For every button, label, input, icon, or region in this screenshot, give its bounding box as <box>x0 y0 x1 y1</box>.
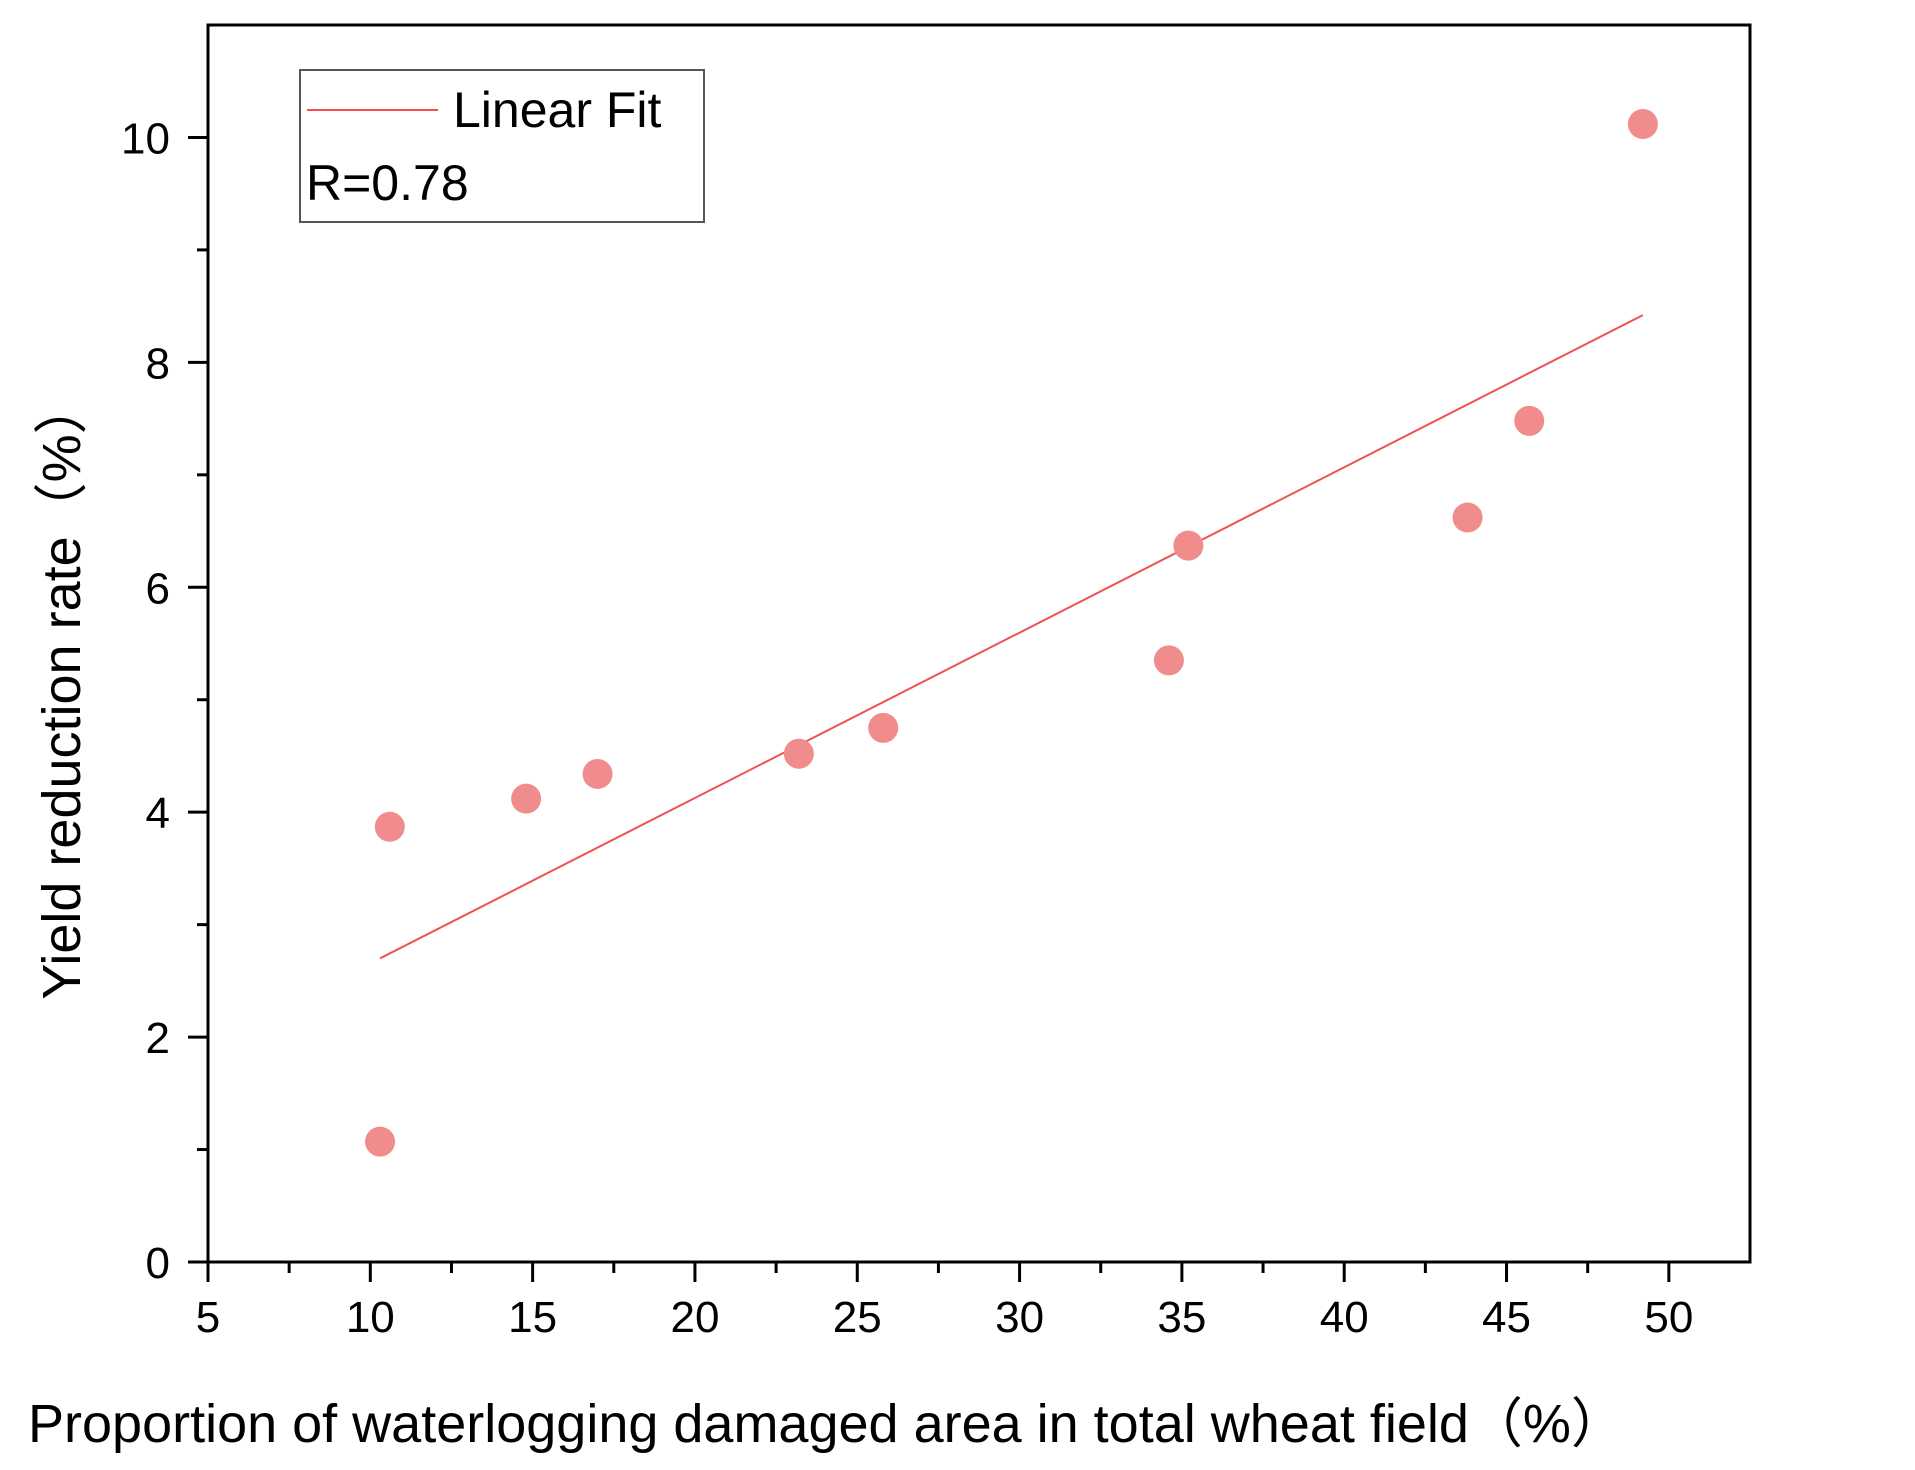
y-tick-label: 2 <box>146 1014 170 1063</box>
x-tick-label: 25 <box>833 1293 882 1342</box>
data-point <box>868 712 899 743</box>
data-point <box>1452 502 1483 533</box>
data-point <box>1627 108 1658 139</box>
data-point <box>783 738 814 769</box>
data-point <box>365 1126 396 1157</box>
x-axis-title: Proportion of waterlogging damaged area … <box>28 1394 1625 1454</box>
data-point <box>1173 530 1204 561</box>
y-axis-title: Yield reduction rate（%） <box>32 380 92 999</box>
legend-annotation-r: R=0.78 <box>306 155 469 211</box>
y-tick-label: 0 <box>146 1239 170 1288</box>
linear-fit-line <box>379 314 1644 960</box>
x-tick-label: 15 <box>508 1293 557 1342</box>
x-tick-label: 30 <box>995 1293 1044 1342</box>
y-tick-label: 4 <box>146 789 170 838</box>
x-tick-label: 45 <box>1482 1293 1531 1342</box>
x-tick-label: 10 <box>346 1293 395 1342</box>
data-point <box>582 758 613 789</box>
data-point <box>1153 645 1184 676</box>
legend-box <box>299 69 705 223</box>
ticks: 5 10 15 20 25 30 35 40 45 50 0 2 4 6 8 10 <box>121 114 1693 1342</box>
scatter-points <box>365 108 1658 1157</box>
legend-label-linear-fit: Linear Fit <box>453 82 662 138</box>
x-tick-label: 35 <box>1157 1293 1206 1342</box>
data-point <box>511 783 542 814</box>
legend: Linear Fit R=0.78 <box>299 69 705 223</box>
x-tick-label: 40 <box>1320 1293 1369 1342</box>
data-point <box>1514 405 1545 436</box>
fit-line-layer <box>379 314 1644 960</box>
y-tick-label: 10 <box>121 114 170 163</box>
x-tick-label: 50 <box>1644 1293 1693 1342</box>
x-tick-label: 20 <box>670 1293 719 1342</box>
y-tick-label: 8 <box>146 339 170 388</box>
data-point <box>374 811 405 842</box>
x-tick-label: 5 <box>196 1293 220 1342</box>
y-tick-label: 6 <box>146 564 170 613</box>
plot-frame <box>206 23 1752 1264</box>
axes <box>206 23 1752 1264</box>
